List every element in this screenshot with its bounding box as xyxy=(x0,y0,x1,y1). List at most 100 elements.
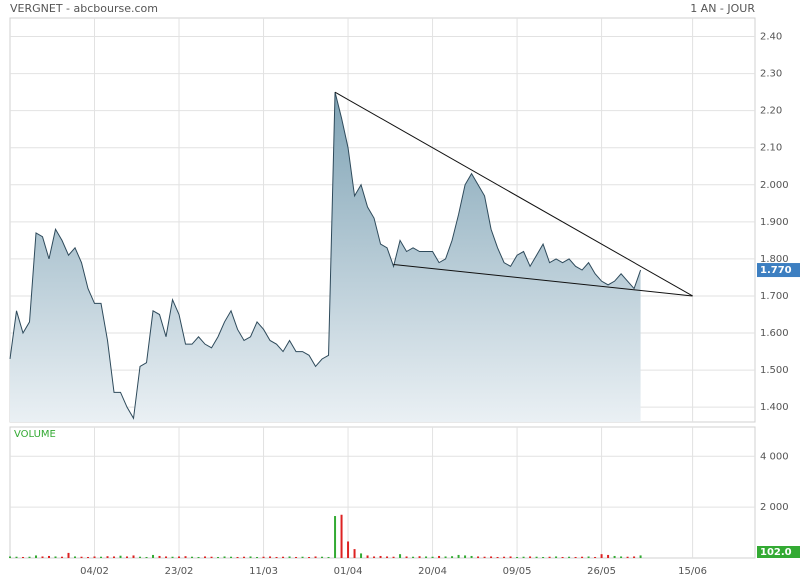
y-tick-label: 2.20 xyxy=(760,106,782,117)
volume-bar xyxy=(392,556,395,558)
volume-bar xyxy=(87,556,90,558)
y-tick-label: 1.400 xyxy=(760,402,789,413)
y-tick-label: 2.000 xyxy=(760,180,789,191)
volume-bar xyxy=(561,556,564,558)
volume-bar xyxy=(574,556,577,558)
volume-bar xyxy=(600,554,603,558)
volume-bar xyxy=(444,556,447,558)
chart-title: VERGNET - abcbourse.com xyxy=(10,2,158,15)
volume-bar xyxy=(483,556,486,558)
volume-bar xyxy=(425,556,428,558)
volume-bar xyxy=(620,556,623,558)
volume-bar xyxy=(516,556,519,558)
volume-bar xyxy=(373,556,376,558)
volume-bar xyxy=(334,516,337,558)
period-label: 1 AN - JOUR xyxy=(690,2,755,15)
volume-bar xyxy=(243,556,246,558)
volume-bar xyxy=(529,556,532,558)
volume-bar xyxy=(327,556,330,558)
volume-bar xyxy=(41,556,44,558)
volume-bar xyxy=(178,556,181,558)
price-line xyxy=(9,92,642,420)
volume-bar xyxy=(548,556,551,558)
x-tick-label: 11/03 xyxy=(249,566,278,577)
volume-bar xyxy=(288,556,291,558)
volume-bar xyxy=(457,554,460,558)
y-tick-label: 2 000 xyxy=(760,502,789,513)
volume-bar xyxy=(431,556,434,558)
volume-bar xyxy=(282,556,285,558)
volume-bar xyxy=(139,556,142,558)
volume-bar xyxy=(340,514,343,558)
volume-bar xyxy=(477,556,480,558)
x-tick-label: 09/05 xyxy=(503,566,532,577)
trend-line xyxy=(393,263,693,297)
volume-bar xyxy=(132,555,135,558)
y-tick-label: 1.700 xyxy=(760,291,789,302)
volume-bar xyxy=(119,555,122,558)
volume-bar xyxy=(451,556,454,558)
x-tick-label: 23/02 xyxy=(165,566,194,577)
volume-bar xyxy=(113,556,116,558)
volume-bar xyxy=(223,556,226,558)
volume-bar xyxy=(9,556,11,558)
x-tick-label: 01/04 xyxy=(334,566,363,577)
volume-bar xyxy=(321,556,324,558)
volume-bar xyxy=(626,556,629,558)
y-tick-label: 4 000 xyxy=(760,451,789,462)
price-area xyxy=(10,92,641,422)
volume-bar xyxy=(503,556,506,558)
volume-bar xyxy=(379,555,382,558)
volume-bar xyxy=(464,555,467,558)
volume-bar xyxy=(54,556,57,558)
volume-bar xyxy=(67,552,70,558)
last-volume-box xyxy=(757,546,800,558)
volume-bar xyxy=(639,555,642,558)
volume-bar xyxy=(256,556,259,558)
volume-bar xyxy=(61,556,64,558)
volume-bar xyxy=(360,553,363,558)
volume-bar xyxy=(568,556,571,558)
x-tick-label: 15/06 xyxy=(678,566,707,577)
volume-bar xyxy=(145,556,148,558)
x-tick-label: 26/05 xyxy=(587,566,616,577)
last-price-box xyxy=(757,263,800,278)
y-tick-label: 1.500 xyxy=(760,365,789,376)
volume-bar xyxy=(581,556,584,558)
volume-bar xyxy=(522,556,525,558)
volume-bar xyxy=(48,555,51,558)
y-tick-label: 1.600 xyxy=(760,328,789,339)
volume-bar xyxy=(412,556,415,558)
volume-bar xyxy=(353,549,356,558)
y-tick-label: 2.30 xyxy=(760,69,782,80)
volume-bar xyxy=(126,556,129,558)
volume-bar xyxy=(184,556,187,558)
volume-bar xyxy=(542,556,545,558)
volume-bar xyxy=(171,556,174,558)
volume-bar xyxy=(165,556,168,558)
x-tick-label: 04/02 xyxy=(80,566,109,577)
volume-bar xyxy=(613,555,616,558)
volume-bar xyxy=(191,556,194,558)
last-volume-label: 102.0 xyxy=(760,547,792,558)
trend-line xyxy=(334,91,693,297)
volume-bar xyxy=(366,555,369,558)
y-tick-label: 1.800 xyxy=(760,254,789,265)
volume-bar xyxy=(535,556,538,558)
volume-bar xyxy=(93,556,96,558)
volume-bar xyxy=(106,556,109,558)
volume-bar xyxy=(262,556,265,558)
volume-bar xyxy=(405,556,408,558)
y-tick-label: 2.40 xyxy=(760,32,782,43)
volume-bar xyxy=(236,556,239,558)
volume-label: VOLUME xyxy=(14,429,56,440)
volume-bar xyxy=(587,556,590,558)
volume-bar xyxy=(35,555,38,558)
volume-panel xyxy=(9,426,756,559)
volume-bar xyxy=(347,541,350,558)
volume-bar xyxy=(314,556,317,558)
y-tick-label: 1.900 xyxy=(760,217,789,228)
volume-bar xyxy=(301,556,304,558)
volume-bar xyxy=(633,556,636,558)
